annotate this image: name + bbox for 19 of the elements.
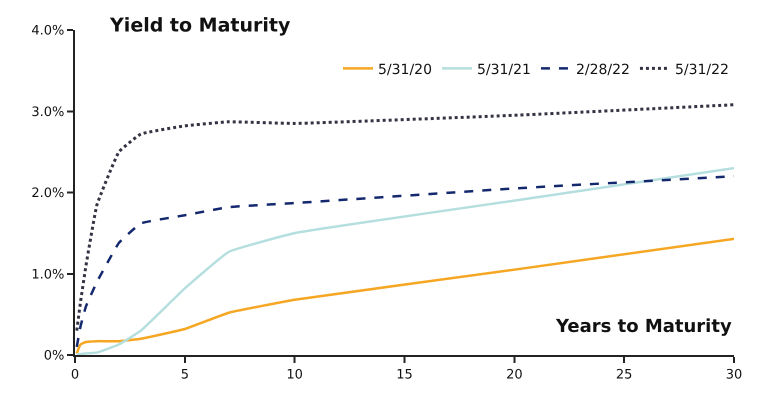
x-tick-label: 25 <box>616 368 632 383</box>
y-tick-label: 3.0% <box>31 104 64 120</box>
y-tick-label: 4.0% <box>31 24 64 39</box>
y-tick-label: 1.0% <box>31 267 64 282</box>
legend-label: 2/28/22 <box>576 62 630 78</box>
x-tick-label: 15 <box>396 368 413 383</box>
legend-label: 5/31/22 <box>674 62 729 78</box>
chart-title: Yield to Maturity <box>109 14 291 36</box>
y-tick-label: 2.0% <box>31 186 64 202</box>
x-tick-label: 10 <box>286 368 303 383</box>
x-tick-label: 30 <box>726 368 742 383</box>
x-tick-label: 5 <box>180 368 189 383</box>
legend-label: 5/31/21 <box>476 62 531 78</box>
x-tick-label: 20 <box>506 368 523 383</box>
line-series <box>76 238 734 355</box>
y-tick-label: 0% <box>44 348 64 364</box>
x-tick-label: 0 <box>70 368 80 383</box>
x-axis-title: Years to Maturity <box>555 316 732 337</box>
legend-label: 5/31/20 <box>378 62 432 78</box>
